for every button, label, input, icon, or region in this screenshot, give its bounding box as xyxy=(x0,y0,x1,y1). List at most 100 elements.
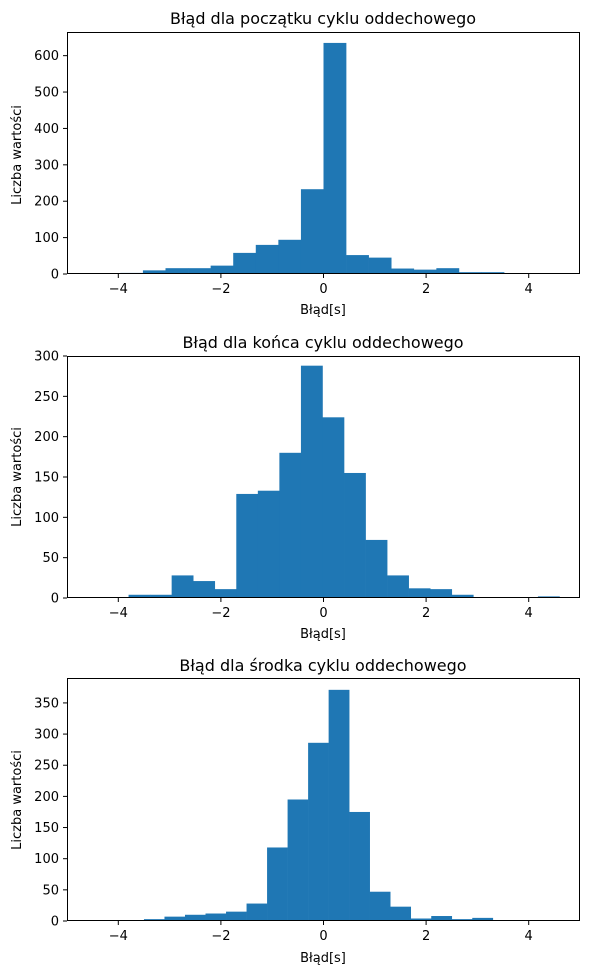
histogram-bar xyxy=(278,239,302,274)
x-tick-label: −4 xyxy=(109,929,128,944)
histogram-bar xyxy=(436,268,460,274)
histogram-bar xyxy=(308,742,329,921)
y-tick-label: 50 xyxy=(42,883,59,898)
y-tick-label: 0 xyxy=(51,268,59,283)
histogram-bar xyxy=(150,594,172,598)
histogram-bar xyxy=(369,891,391,921)
x-tick-label: 4 xyxy=(525,606,533,621)
chart-title: Błąd dla środka cyklu oddechowego xyxy=(179,656,466,675)
histogram-bar xyxy=(368,257,392,274)
chart-title: Błąd dla początku cyklu oddechowego xyxy=(170,9,476,28)
histogram-bar xyxy=(451,594,474,598)
y-tick-label: 100 xyxy=(34,511,59,526)
histogram-bar xyxy=(430,589,453,598)
x-axis-label: Błąd[s] xyxy=(300,627,346,642)
x-ticks: −4 −2 0 2 4 xyxy=(109,274,533,297)
y-axis-label: Liczba wartości xyxy=(10,427,25,527)
y-tick-label: 400 xyxy=(34,122,59,137)
y-tick-label: 600 xyxy=(34,49,59,64)
y-tick-label: 250 xyxy=(34,759,59,774)
histogram-bar xyxy=(413,269,437,274)
histogram-panel-start: Błąd dla początku cyklu oddechowego Licz… xyxy=(10,9,580,318)
y-tick-label: 300 xyxy=(34,728,59,743)
histogram-bar xyxy=(226,911,247,921)
x-tick-label: 0 xyxy=(319,606,327,621)
histogram-bar xyxy=(287,799,309,921)
histogram-bar xyxy=(236,493,259,598)
x-ticks: −4 −2 0 2 4 xyxy=(109,921,533,944)
histogram-bar xyxy=(390,906,412,921)
y-tick-label: 250 xyxy=(34,390,59,405)
y-tick-label: 500 xyxy=(34,86,59,101)
y-axis-label: Liczba wartości xyxy=(10,105,25,205)
histogram-bar xyxy=(128,594,151,598)
y-tick-label: 150 xyxy=(34,471,59,486)
x-tick-label: −4 xyxy=(109,282,128,297)
histogram-bar xyxy=(408,588,431,598)
x-tick-label: −2 xyxy=(211,282,230,297)
x-tick-label: 2 xyxy=(422,929,430,944)
histogram-bar xyxy=(349,811,370,921)
histogram-bar xyxy=(246,903,268,921)
y-tick-label: 300 xyxy=(34,350,59,365)
chart-title: Błąd dla końca cyklu oddechowego xyxy=(182,333,463,352)
y-tick-label: 100 xyxy=(34,231,59,246)
histogram-bar xyxy=(165,268,189,274)
x-tick-label: −2 xyxy=(211,929,230,944)
histogram-bar xyxy=(344,472,366,598)
histogram-bar xyxy=(257,490,280,598)
y-tick-label: 200 xyxy=(34,430,59,445)
bars xyxy=(67,365,580,598)
histogram-bar xyxy=(188,268,211,274)
y-ticks: 0 100 200 300 400 500 600 xyxy=(34,49,67,283)
histogram-bar xyxy=(214,589,237,598)
histogram-bar xyxy=(323,42,347,274)
histogram-bar xyxy=(472,917,494,921)
bars xyxy=(102,689,580,921)
histogram-bar xyxy=(184,914,206,921)
x-ticks: −4 −2 0 2 4 xyxy=(109,598,533,621)
histogram-bar xyxy=(255,244,279,274)
y-tick-label: 300 xyxy=(34,158,59,173)
x-tick-label: 4 xyxy=(525,282,533,297)
y-ticks: 0 50 100 150 200 250 300 xyxy=(34,350,67,607)
histogram-panel-end: Błąd dla końca cyklu oddechowego Liczba … xyxy=(10,333,580,642)
x-tick-label: 4 xyxy=(525,929,533,944)
histogram-bar xyxy=(346,255,369,274)
histogram-bar xyxy=(300,189,324,274)
histogram-bar xyxy=(171,575,194,598)
histogram-bar xyxy=(431,916,453,921)
histogram-bar xyxy=(300,365,323,598)
x-tick-label: 0 xyxy=(319,929,327,944)
plot-frame xyxy=(67,32,580,274)
x-axis-label: Błąd[s] xyxy=(300,303,346,318)
x-tick-label: −4 xyxy=(109,606,128,621)
x-tick-label: 2 xyxy=(422,282,430,297)
histogram-bar xyxy=(210,265,234,274)
histogram-bar xyxy=(322,417,345,598)
histogram-bar xyxy=(410,918,432,921)
y-tick-label: 350 xyxy=(34,696,59,711)
y-axis-label: Liczba wartości xyxy=(10,750,25,850)
histogram-bar xyxy=(328,689,350,921)
histogram-bar xyxy=(233,252,257,274)
histogram-bar xyxy=(365,539,388,598)
histogram-bar xyxy=(205,913,227,921)
histogram-panel-middle: Błąd dla środka cyklu oddechowego Liczba… xyxy=(10,656,580,966)
histogram-bar xyxy=(142,270,166,274)
y-tick-label: 0 xyxy=(51,915,59,930)
x-tick-label: 0 xyxy=(319,282,327,297)
histogram-bar xyxy=(267,847,288,921)
histogram-bar xyxy=(193,581,216,598)
histogram-bar xyxy=(164,916,186,921)
y-tick-label: 50 xyxy=(42,551,59,566)
histogram-bar xyxy=(391,268,415,274)
y-tick-label: 200 xyxy=(34,790,59,805)
x-tick-label: −2 xyxy=(211,606,230,621)
plot-frame xyxy=(67,356,580,598)
histogram-bar xyxy=(387,575,409,598)
histogram-bar xyxy=(279,452,302,598)
y-ticks: 0 50 100 150 200 250 300 350 xyxy=(34,696,67,930)
y-tick-label: 100 xyxy=(34,852,59,867)
